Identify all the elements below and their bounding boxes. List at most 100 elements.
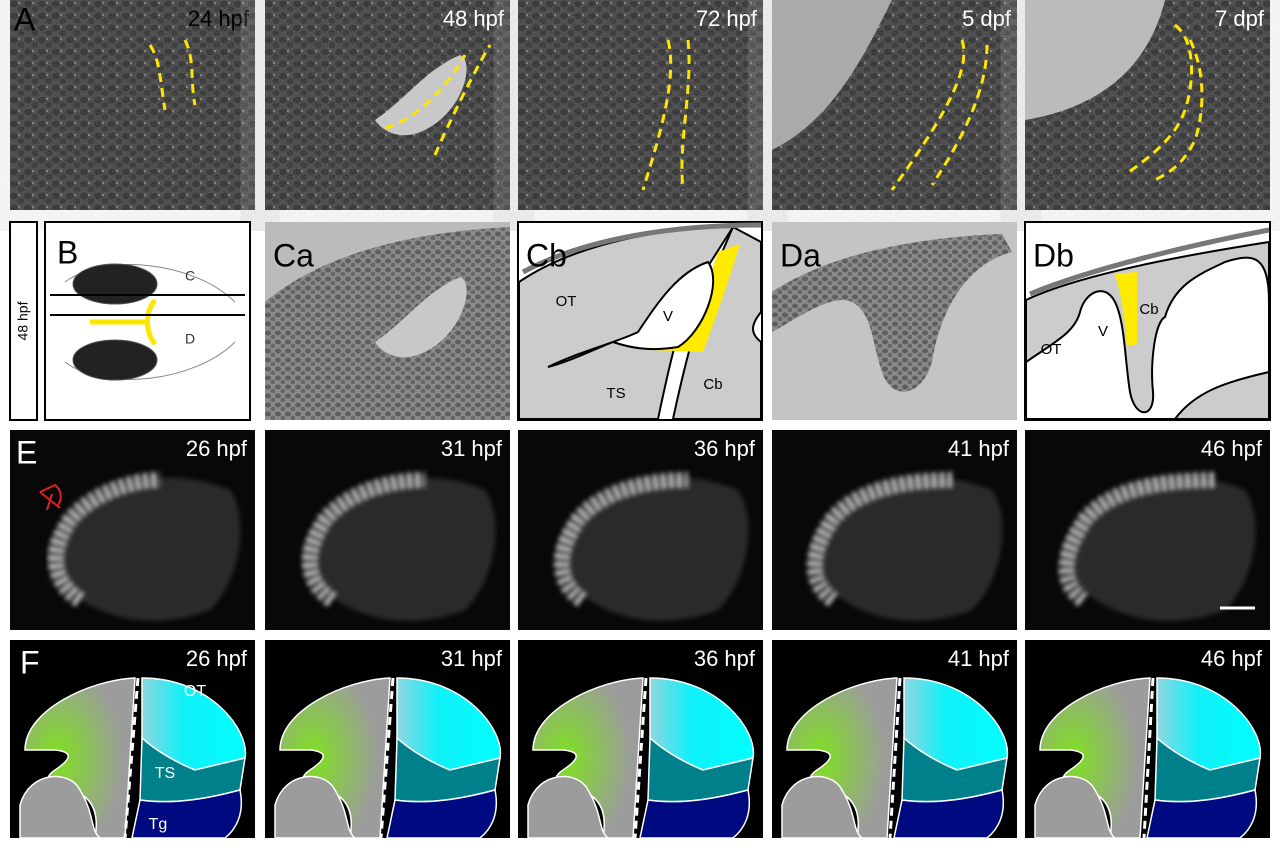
stage-label: 7 dpf [1215,6,1265,31]
tissue-glow [809,477,1003,621]
panel-letter: Db [1033,237,1074,273]
region-label: Cb [703,376,722,393]
eye [72,339,158,381]
section-letter: C [185,268,195,284]
region-label: Cb [1139,301,1158,318]
fate-map: 36 hpf [518,640,763,839]
tegmentum [639,789,750,839]
section-da: Da [772,222,1017,420]
boundary-line [680,39,691,191]
fate-map: 46 hpf [1025,640,1270,839]
section-panel: 7 dpf [1025,0,1270,210]
section-ca: Ca [265,222,510,420]
midline [888,677,902,839]
tegmentum [1146,789,1257,839]
stage-label: 36 hpf [694,436,756,461]
outer-edge [521,222,762,275]
schematic-b: B C D [44,221,251,421]
section-panel: 48 hpf [265,0,510,210]
stage-box [9,221,38,421]
region-label: TS [155,765,175,782]
lower-left [527,775,611,839]
ventricle [375,55,467,136]
region-label: OT [556,293,577,310]
boundary-line [433,44,492,156]
live-image: 36 hpf [518,430,763,630]
fate-map: 31 hpf [265,640,510,839]
live-image: 46 hpf [1025,430,1270,630]
stage-label: 26 hpf [186,646,248,671]
region-label: OT [1041,341,1062,358]
midline [633,677,648,839]
lower-left [781,775,865,839]
panel-letter: A [14,1,36,37]
stage-label: 5 dpf [962,6,1012,31]
fate-map: 26 hpf OT TS Tg [10,640,255,839]
boundary-line [1154,39,1204,182]
boundary-line [183,39,197,106]
micrograph-texture [518,0,763,210]
light-area [1025,0,1165,120]
lower-left [19,775,103,839]
boundary [1115,272,1137,346]
panel-letter: F [20,644,40,680]
boundary [90,298,158,346]
labeled-cells [302,472,426,607]
boundary-line [148,44,167,111]
lower-left [1034,775,1118,839]
eye-icon [39,483,62,511]
live-image: 31 hpf [265,430,510,630]
background [265,222,510,302]
region-label: OT [184,683,206,700]
section-panel: 24 hpf [10,0,255,210]
boundary-line [1124,23,1194,177]
stage-label: 36 hpf [694,646,756,671]
stage-label: 26 hpf [186,436,248,461]
tegmentum [386,789,497,839]
panel-letter: Ca [273,237,314,273]
panel-letter: Cb [526,237,567,273]
boundary [648,244,740,352]
section-letter: D [185,331,195,347]
micrograph-texture [10,0,255,210]
ventricle [1025,256,1270,420]
ventricle [375,277,467,358]
stage-label: 48 hpf [443,6,505,31]
stage-label: 46 hpf [1201,436,1263,461]
stage-label: 24 hpf [188,6,250,31]
outer-edge [1029,227,1270,297]
tissue-glow [302,477,496,621]
region-label: TS [606,385,625,402]
labeled-cells [554,472,689,607]
boundary-line [930,44,989,186]
stage-label: 41 hpf [948,646,1010,671]
midline [123,677,140,839]
micrograph-texture [265,0,510,210]
stage-label: 41 hpf [948,436,1010,461]
stage-label: 48 hpf [15,301,31,340]
region-label: V [1098,323,1108,340]
stage-label: 46 hpf [1201,646,1263,671]
tissue-glow [47,477,241,621]
midline [1142,677,1155,839]
labeled-cells [806,472,953,607]
region-label: Tg [149,816,168,833]
fate-map: 41 hpf [772,640,1017,839]
schematic-db: Db Cb V OT [1024,221,1271,421]
ventricle [547,260,715,368]
tegmentum [131,789,242,839]
light-area [772,0,892,150]
tegmentum [893,789,1004,839]
boundary-line [384,54,467,130]
live-image: 26 hpf [10,430,255,630]
region-label: V [663,308,673,325]
schematic-cb: Cb OT V TS Cb [517,221,763,421]
panel-letter: Da [780,237,821,273]
eye [72,263,158,305]
labeled-cells [48,472,161,607]
live-image: 41 hpf [772,430,1017,630]
panel-letter: B [57,234,78,270]
panel-letter: E [16,434,37,470]
